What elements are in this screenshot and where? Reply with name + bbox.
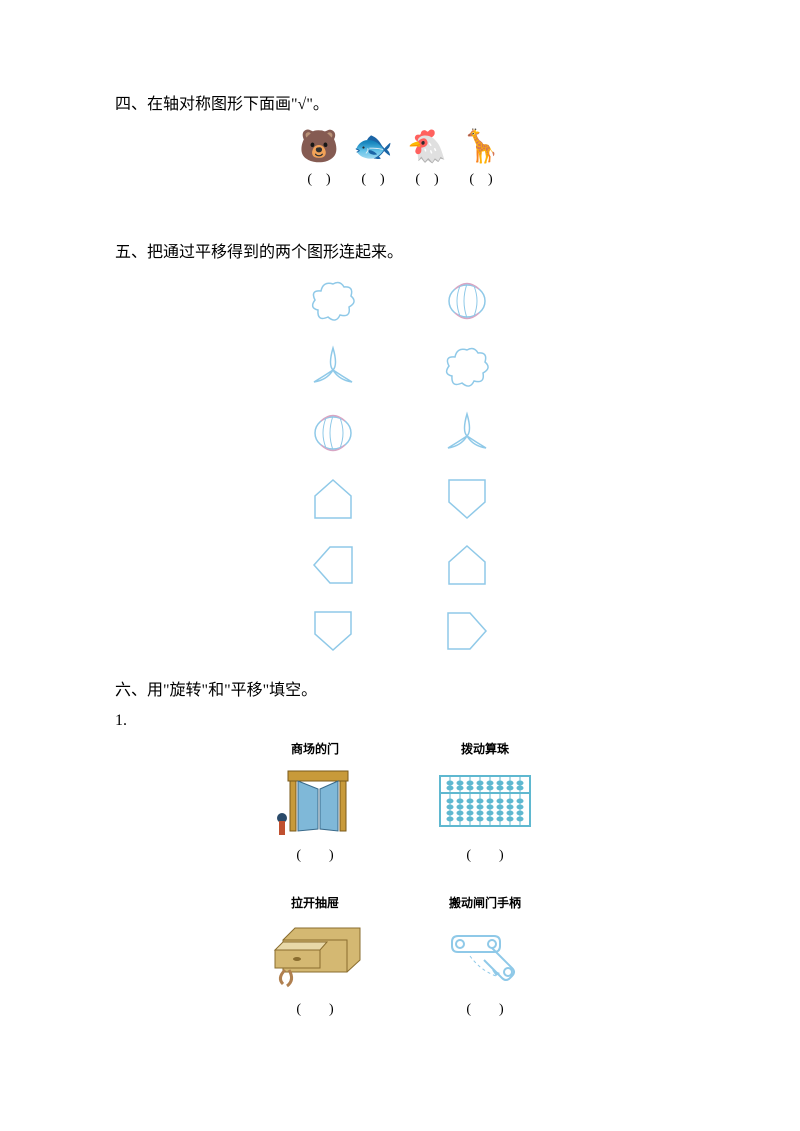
q4-item-bear: 🐻 ( )	[294, 126, 344, 188]
q6-label-abacus: 拨动算珠	[461, 740, 509, 757]
q6-title: 六、用"旋转"和"平移"填空。	[115, 676, 685, 700]
q6-label-lever: 搬动闸门手柄	[449, 894, 521, 911]
q4-row: 🐻 ( ) 🐟 ( ) 🐔 ( ) 🦒 ( )	[115, 126, 685, 188]
q5-shape-tripoint[interactable]	[440, 406, 494, 460]
q5-shape-house-up[interactable]	[306, 472, 360, 526]
chicken-icon: 🐔	[407, 126, 447, 166]
q5-shape-cloud[interactable]	[440, 340, 494, 394]
fish-icon: 🐟	[353, 126, 393, 166]
q6-item-lever: 搬动闸门手柄 ( )	[430, 894, 540, 1018]
q6-subnum: 1.	[115, 712, 685, 730]
q5-shape-house-down[interactable]	[306, 604, 360, 658]
lever-icon	[435, 917, 535, 992]
q6-label-door: 商场的门	[291, 740, 339, 757]
q6-label-drawer: 拉开抽屉	[291, 894, 339, 911]
abacus-icon	[435, 763, 535, 838]
q5-title: 五、把通过平移得到的两个图形连起来。	[115, 238, 685, 262]
q6-blank-door[interactable]: ( )	[296, 844, 333, 864]
door-icon	[265, 763, 365, 838]
q6-blank-abacus[interactable]: ( )	[466, 844, 503, 864]
q5-shapes	[115, 274, 685, 658]
q6-row-1: 商场的门 ( ) 拨动算珠	[115, 740, 685, 864]
q4-item-fish: 🐟 ( )	[348, 126, 398, 188]
drawer-icon	[265, 917, 365, 992]
q5-col-right	[440, 274, 494, 658]
q6-item-door: 商场的门 ( )	[260, 740, 370, 864]
q5-col-left	[306, 274, 360, 658]
q5-shape-house-down[interactable]	[440, 472, 494, 526]
q6-item-abacus: 拨动算珠	[430, 740, 540, 864]
giraffe-icon: 🦒	[461, 126, 501, 166]
q4-item-giraffe: 🦒 ( )	[456, 126, 506, 188]
q6-blank-drawer[interactable]: ( )	[296, 998, 333, 1018]
q4-title: 四、在轴对称图形下面画"√"。	[115, 90, 685, 114]
q4-blank-1[interactable]: ( )	[361, 168, 384, 188]
q6-row-2: 拉开抽屉 ( ) 搬动闸门手柄 ( )	[115, 894, 685, 1018]
q5-shape-lantern[interactable]	[306, 406, 360, 460]
bear-icon: 🐻	[299, 126, 339, 166]
q4-blank-2[interactable]: ( )	[415, 168, 438, 188]
q4-blank-3[interactable]: ( )	[469, 168, 492, 188]
q4-item-chicken: 🐔 ( )	[402, 126, 452, 188]
q6-item-drawer: 拉开抽屉 ( )	[260, 894, 370, 1018]
q4-blank-0[interactable]: ( )	[307, 168, 330, 188]
q5-shape-house-up[interactable]	[440, 538, 494, 592]
q5-shape-cloud[interactable]	[306, 274, 360, 328]
q5-shape-house-right[interactable]	[440, 604, 494, 658]
q5-shape-lantern[interactable]	[440, 274, 494, 328]
q5-shape-tripoint[interactable]	[306, 340, 360, 394]
q5-shape-house-left[interactable]	[306, 538, 360, 592]
q6-blank-lever[interactable]: ( )	[466, 998, 503, 1018]
